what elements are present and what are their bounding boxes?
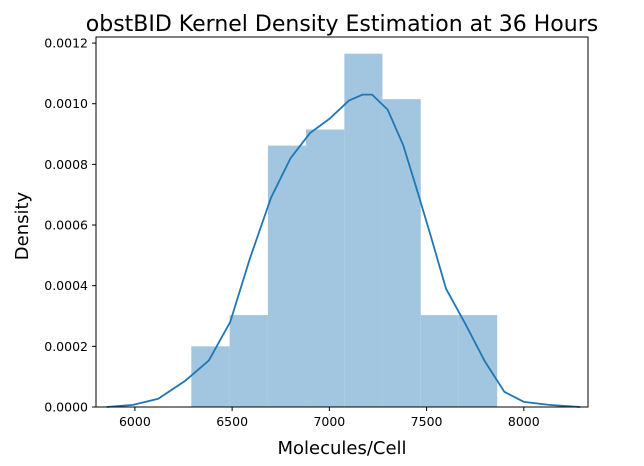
histogram-bar-6 xyxy=(382,99,421,408)
histogram-bar-2 xyxy=(229,315,268,407)
histogram-bar-4 xyxy=(306,129,345,407)
x-tick-label-8000: 8000 xyxy=(508,414,540,429)
y-tick-label-5: 0.0010 xyxy=(44,96,88,111)
y-axis: 0.0000 0.0002 0.0004 0.0006 0.0008 0.0010 0.00… xyxy=(44,36,96,415)
x-tick-label-7500: 7500 xyxy=(411,414,443,429)
plot-frame xyxy=(95,36,589,408)
y-tick-label-0: 0.0000 xyxy=(44,400,88,415)
x-tick-label-7000: 7000 xyxy=(313,414,345,429)
histogram-bar-1 xyxy=(191,346,230,407)
histogram-bar-8 xyxy=(458,315,498,407)
chart-title: obstBID Kernel Density Estimation at 36 … xyxy=(86,12,598,37)
histogram-bar-7 xyxy=(420,315,459,407)
y-tick-label-6: 0.0012 xyxy=(44,36,88,51)
x-tick-label-6500: 6500 xyxy=(216,414,248,429)
histogram-bar-3 xyxy=(267,145,307,407)
x-axis-label: Molecules/Cell xyxy=(277,438,406,459)
y-axis-label: Density xyxy=(12,191,33,260)
histogram-bars xyxy=(191,53,498,408)
histogram-bar-5 xyxy=(344,53,383,407)
y-tick-label-1: 0.0002 xyxy=(44,339,88,354)
y-tick-label-2: 0.0004 xyxy=(44,278,88,293)
x-tick-label-6000: 6000 xyxy=(119,414,151,429)
y-tick-label-4: 0.0008 xyxy=(44,157,88,172)
kde-curve xyxy=(106,93,581,408)
y-tick-label-3: 0.0006 xyxy=(44,218,88,233)
x-axis: 6000 6500 7000 7500 8000 xyxy=(119,407,540,429)
plot-area xyxy=(95,36,589,408)
